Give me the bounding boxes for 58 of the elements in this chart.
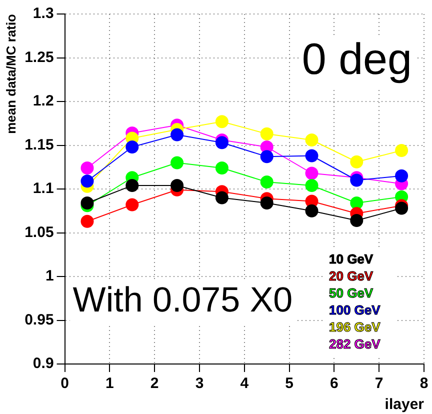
- point: [305, 179, 318, 192]
- point: [260, 196, 274, 210]
- text: 10 GeV: [329, 252, 374, 267]
- point: [170, 179, 184, 192]
- text: 100 GeV: [329, 302, 381, 318]
- point: [126, 140, 139, 154]
- point: [395, 169, 408, 182]
- x-axis-title: ilayer: [384, 396, 424, 414]
- point: [260, 127, 274, 140]
- point: [80, 174, 94, 188]
- y-tick-label: 1.25: [24, 48, 54, 66]
- point: [170, 156, 184, 170]
- point: [305, 149, 318, 162]
- text: 20 GeV: [329, 268, 374, 284]
- point: [350, 214, 364, 227]
- point: [126, 198, 139, 212]
- x-tick-label: 4: [240, 375, 250, 392]
- point: [260, 150, 274, 164]
- point: [215, 136, 228, 150]
- point: [80, 214, 94, 228]
- text: 50 GeV: [329, 286, 374, 301]
- point: [215, 115, 228, 128]
- x-tick-label: 8: [420, 375, 428, 392]
- point: [215, 162, 228, 174]
- point: [350, 155, 364, 168]
- point: [80, 196, 94, 210]
- point: [395, 144, 408, 157]
- y-tick-label: 1.15: [24, 136, 54, 154]
- point: [215, 191, 228, 204]
- y-tick-label: 0.9: [32, 355, 54, 372]
- text: 196 GeV: [329, 320, 381, 335]
- point: [350, 196, 364, 210]
- point: [305, 204, 318, 218]
- y-tick-label: 1.3: [32, 5, 54, 22]
- point: [305, 134, 318, 146]
- y-tick-label: 1.1: [32, 180, 54, 198]
- text: 282 GeV: [329, 336, 381, 352]
- point: [350, 174, 364, 187]
- annotation: With 0.075 X0: [72, 280, 293, 320]
- x-tick-label: 1: [106, 375, 114, 392]
- y-tick-label: 1: [45, 268, 54, 285]
- y-tick-label: 1.05: [24, 224, 54, 241]
- point: [395, 202, 408, 215]
- x-tick-label: 2: [150, 375, 159, 392]
- point: [170, 128, 184, 142]
- x-tick-label: 6: [330, 375, 338, 392]
- point: [260, 176, 274, 188]
- y-tick-label: 1.2: [32, 92, 54, 110]
- x-tick-label: 3: [195, 375, 204, 392]
- point: [305, 166, 318, 180]
- x-tick-label: 5: [285, 375, 294, 392]
- annotation: 0 deg: [302, 35, 412, 84]
- point: [80, 162, 94, 174]
- y-axis-title: mean data/MC ratio: [3, 14, 18, 134]
- x-tick-label: 7: [374, 375, 384, 392]
- point: [126, 179, 139, 192]
- y-tick-label: 0.95: [24, 311, 54, 328]
- x-tick-label: 0: [60, 375, 69, 392]
